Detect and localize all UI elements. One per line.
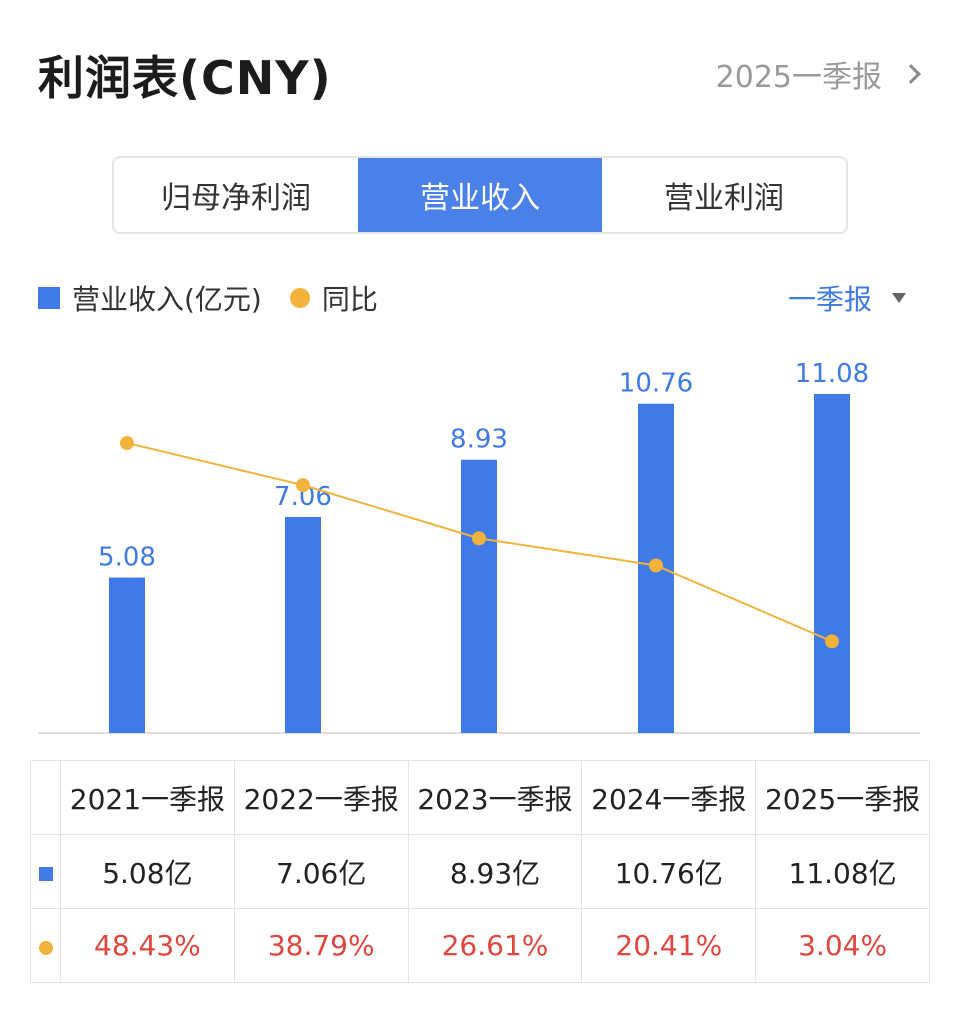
data-table: 2021一季报 2022一季报 2023一季报 2024一季报 2025一季报 … (30, 760, 930, 983)
table-header-cell: 2022一季报 (233, 760, 409, 835)
table-row-revenue: 5.08亿 7.06亿 8.93亿 10.76亿 11.08亿 (30, 834, 930, 909)
chevron-right-icon (901, 64, 921, 84)
bar-data-label: 11.08 (795, 359, 869, 389)
tab-revenue[interactable]: 营业收入 (358, 158, 602, 232)
season-dropdown[interactable]: 一季报 (788, 278, 906, 318)
bar-data-label: 8.93 (450, 425, 508, 455)
season-label: 一季报 (787, 283, 872, 316)
period-label: 2025一季报 (715, 60, 882, 95)
chart-legend: 营业收入(亿元) 同比 (38, 278, 378, 318)
line-legend-swatch (289, 288, 310, 308)
table-cell: 20.41% (581, 908, 757, 983)
table-header-cell: 2021一季报 (60, 760, 235, 835)
yoy-point[interactable] (472, 531, 486, 546)
yoy-point[interactable] (120, 436, 134, 450)
table-cell: 26.61% (407, 908, 583, 983)
page-title: 利润表(CNY) (38, 51, 332, 105)
period-selector[interactable]: 2025一季报 (716, 52, 924, 96)
bar-legend-label: 营业收入(亿元) (72, 283, 262, 316)
metric-tabs: 归母净利润 营业收入 营业利润 (112, 156, 848, 234)
tab-operating-profit[interactable]: 营业利润 (664, 181, 784, 216)
table-header-cell: 2025一季报 (755, 760, 930, 835)
table-header-cell: 2023一季报 (407, 760, 583, 835)
table-row-yoy: 48.43% 38.79% 26.61% 20.41% 3.04% (30, 908, 930, 983)
table-cell: 5.08亿 (60, 834, 235, 909)
line-legend-label: 同比 (321, 283, 378, 316)
line-series-icon (38, 941, 53, 955)
table-header-row: 2021一季报 2022一季报 2023一季报 2024一季报 2025一季报 (30, 760, 930, 835)
yoy-point[interactable] (825, 634, 839, 649)
table-cell: 8.93亿 (407, 834, 583, 909)
yoy-point[interactable] (649, 558, 663, 573)
tab-net-profit[interactable]: 归母净利润 (161, 181, 311, 216)
bar-data-label: 5.08 (98, 543, 156, 573)
table-cell: 48.43% (60, 908, 235, 983)
bar[interactable] (285, 516, 321, 733)
caret-down-icon (892, 293, 906, 303)
table-cell: 11.08亿 (755, 834, 930, 909)
bar-legend-swatch (38, 287, 60, 309)
bar-series-icon (38, 867, 53, 881)
table-cell: 3.04% (755, 908, 930, 983)
bar-data-label: 10.76 (619, 369, 693, 399)
bar[interactable] (109, 577, 145, 733)
table-cell: 10.76亿 (581, 834, 757, 909)
table-header-cell: 2024一季报 (581, 760, 757, 835)
table-cell: 38.79% (233, 908, 409, 983)
bar[interactable] (461, 459, 497, 733)
yoy-point[interactable] (296, 478, 310, 493)
bar[interactable] (814, 393, 850, 733)
table-cell: 7.06亿 (233, 834, 409, 909)
